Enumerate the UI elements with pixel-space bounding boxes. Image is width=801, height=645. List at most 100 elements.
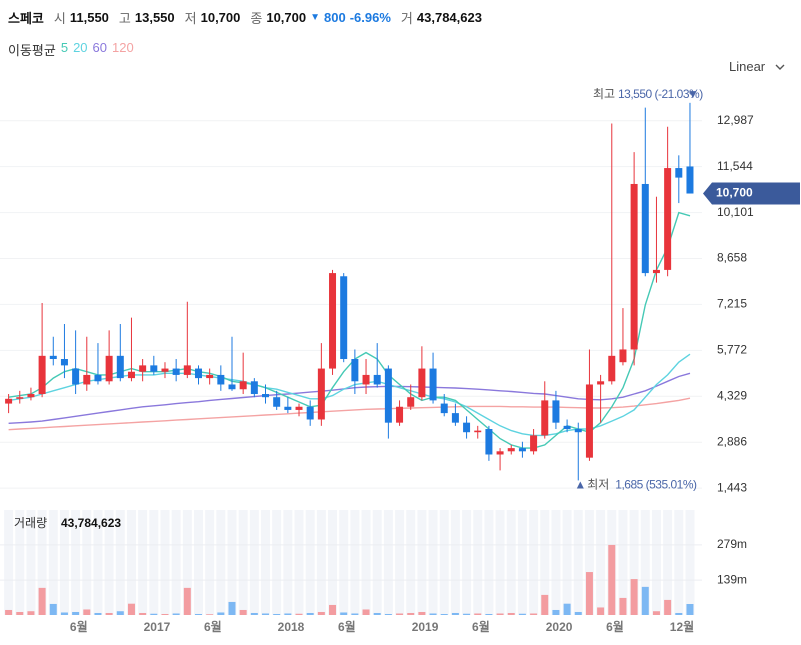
volume-bg xyxy=(473,510,483,615)
x-tick-label: 6월 xyxy=(606,619,624,634)
volume-bar xyxy=(72,611,80,615)
volume-bar xyxy=(619,597,627,615)
volume-bg xyxy=(249,510,259,615)
volume-bar xyxy=(630,579,638,615)
volume-bg xyxy=(4,510,14,615)
volume-bg xyxy=(193,510,203,615)
candle-body xyxy=(463,422,471,433)
volume-bar xyxy=(485,613,493,615)
candle-body xyxy=(407,397,415,407)
volume-bg xyxy=(59,510,69,615)
volume-bar xyxy=(585,572,593,615)
candle-body xyxy=(451,413,459,423)
legend-entry: 20 xyxy=(73,40,88,55)
y-tick-label: 11,544 xyxy=(717,159,753,173)
label: 고 xyxy=(118,11,131,26)
volume-bg xyxy=(439,510,449,615)
volume-bg xyxy=(316,510,326,615)
price-tag-label: 10,700 xyxy=(716,186,753,200)
volume-bar xyxy=(150,613,158,615)
label: 시 xyxy=(53,11,66,26)
legend-entry: 5 xyxy=(60,40,69,55)
volume-bar xyxy=(217,612,225,615)
volume-bg xyxy=(428,510,438,615)
volume-bar xyxy=(440,613,448,615)
volume-bar xyxy=(652,611,660,615)
candle-body xyxy=(94,374,102,382)
x-tick-label: 6월 xyxy=(338,619,356,634)
volume-bar xyxy=(306,612,314,615)
volume-bg xyxy=(417,510,427,615)
volume-bar xyxy=(295,613,303,615)
high-annotation: 13,550 (-21.03%) xyxy=(618,87,703,101)
candle-body xyxy=(239,381,247,390)
volume-bar xyxy=(228,601,236,615)
volume-bar xyxy=(507,612,515,615)
volume-bar xyxy=(16,611,24,615)
candle-body xyxy=(384,368,392,423)
volume-bar xyxy=(563,603,571,615)
candle-body xyxy=(563,425,571,430)
candle-body xyxy=(552,400,560,423)
candle-body xyxy=(139,365,147,372)
candle-body xyxy=(373,374,381,385)
volume-bar xyxy=(116,611,124,615)
x-tick-label: 2017 xyxy=(144,620,171,634)
volume-bg xyxy=(328,510,338,615)
price-tag xyxy=(703,182,800,205)
volume-bg xyxy=(450,510,460,615)
candle-body xyxy=(329,273,337,369)
volume-bar xyxy=(664,599,672,615)
candle-body xyxy=(362,374,370,385)
volume-bar xyxy=(206,614,214,615)
candle-body xyxy=(541,400,549,436)
volume-bg xyxy=(71,510,81,615)
volume-bar xyxy=(94,612,102,615)
stock-name: 스페코 xyxy=(8,11,44,26)
legend-entry: 120 xyxy=(112,40,134,55)
volume-bg xyxy=(596,510,606,615)
volume-bar xyxy=(60,612,68,615)
candle-body xyxy=(262,394,270,398)
volume-bar xyxy=(5,609,13,615)
volume-bg xyxy=(238,510,248,615)
candle-body xyxy=(38,355,46,395)
volume-bg xyxy=(663,510,673,615)
volume-bar xyxy=(262,613,270,615)
x-tick-label: 2020 xyxy=(546,620,573,634)
candle-body xyxy=(306,406,314,420)
volume-bar xyxy=(384,613,392,615)
volume-bar xyxy=(463,613,471,615)
candle-body xyxy=(507,448,515,452)
x-tick-label: 6월 xyxy=(70,619,88,634)
candle-body xyxy=(675,168,683,178)
volume-bg xyxy=(138,510,148,615)
volume-bg xyxy=(406,510,416,615)
low-arrow: ▲ xyxy=(574,478,586,492)
volume-bar xyxy=(675,612,683,615)
candle-body xyxy=(317,368,325,420)
volume-bar xyxy=(552,609,560,615)
scale-selector[interactable]: Linear xyxy=(729,59,785,74)
volume-bar xyxy=(541,594,549,615)
chevron xyxy=(775,64,785,71)
volume-bg xyxy=(484,510,494,615)
x-tick-label: 6월 xyxy=(472,619,490,634)
volume-bar xyxy=(686,604,694,615)
down-arrow: ▼ xyxy=(310,12,321,23)
candle-body xyxy=(608,355,616,382)
candle-body xyxy=(474,430,482,433)
volume-bar xyxy=(574,611,582,615)
y-tick-label: 7,215 xyxy=(717,297,747,311)
candle-body xyxy=(206,374,214,379)
volume-bar xyxy=(83,609,91,615)
volume-bar xyxy=(418,611,426,615)
price-header: 스페코 시 11,550 고 13,550 저 10,700 종 10,700 ▼ 800… xyxy=(8,8,482,27)
candle-body xyxy=(27,394,35,398)
volume-bg xyxy=(126,510,136,615)
volume-bg xyxy=(529,510,539,615)
volume-bg xyxy=(372,510,382,615)
value: 43,784,623 xyxy=(416,10,482,25)
volume-bg xyxy=(562,510,572,615)
